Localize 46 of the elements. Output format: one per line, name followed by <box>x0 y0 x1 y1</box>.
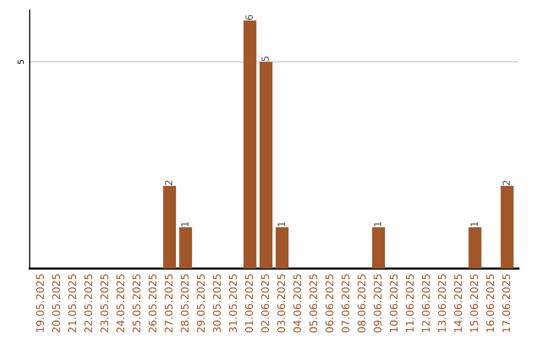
x-tick-label: 09.06.2025 <box>374 274 382 332</box>
x-tick-label: 06.06.2025 <box>325 274 334 332</box>
x-tick-label: 08.06.2025 <box>358 274 366 332</box>
data-label: 1 <box>278 222 285 226</box>
data-label: 2 <box>165 180 172 186</box>
x-tick-label: 24.05.2025 <box>116 274 124 332</box>
bar <box>500 186 514 269</box>
x-tick-label: 02.06.2025 <box>261 274 270 332</box>
x-tick-label: 20.05.2025 <box>52 274 60 332</box>
x-tick-label: 29.05.2025 <box>196 274 205 332</box>
bar <box>468 227 482 269</box>
x-tick-label: 14.06.2025 <box>454 274 462 332</box>
x-tick-label: 16.06.2025 <box>486 274 494 332</box>
bar <box>163 186 176 269</box>
x-tick-label: 12.06.2025 <box>422 274 430 332</box>
x-tick-label: 22.05.2025 <box>84 274 92 332</box>
bar <box>244 20 256 269</box>
x-tick-label: 07.06.2025 <box>342 274 350 332</box>
x-tick-label: 19.05.2025 <box>36 274 44 332</box>
data-label: 1 <box>374 222 382 226</box>
x-tick-label: 05.06.2025 <box>309 274 318 332</box>
x-tick-label: 31.05.2025 <box>229 274 237 332</box>
x-tick-label: 10.06.2025 <box>390 274 398 332</box>
x-tick-label: 30.05.2025 <box>212 274 221 332</box>
x-tick-label: 17.06.2025 <box>502 274 510 332</box>
x-tick-label: 04.06.2025 <box>293 274 302 332</box>
x-tick-label: 23.05.2025 <box>100 274 108 332</box>
data-label: 2 <box>502 180 510 186</box>
x-tick-label: 13.06.2025 <box>438 274 446 332</box>
x-tick-label: 28.05.2025 <box>180 274 189 332</box>
data-label: 6 <box>245 14 253 20</box>
bar <box>276 227 289 269</box>
bar <box>179 227 192 269</box>
x-tick-label: 27.05.2025 <box>164 274 173 332</box>
data-label: 1 <box>470 222 478 226</box>
bar <box>372 227 385 269</box>
x-tick-label: 03.06.2025 <box>277 274 286 332</box>
x-tick-label: 11.06.2025 <box>406 274 414 332</box>
data-label: 5 <box>262 56 269 62</box>
x-tick-label: 15.06.2025 <box>470 274 478 332</box>
bar <box>260 62 272 269</box>
x-tick-label: 21.05.2025 <box>68 274 76 332</box>
x-tick-label: 26.05.2025 <box>148 274 157 332</box>
x-tick-label: 25.05.2025 <box>132 274 140 332</box>
x-tick-label: 01.06.2025 <box>245 274 253 332</box>
data-label: 1 <box>181 222 188 226</box>
